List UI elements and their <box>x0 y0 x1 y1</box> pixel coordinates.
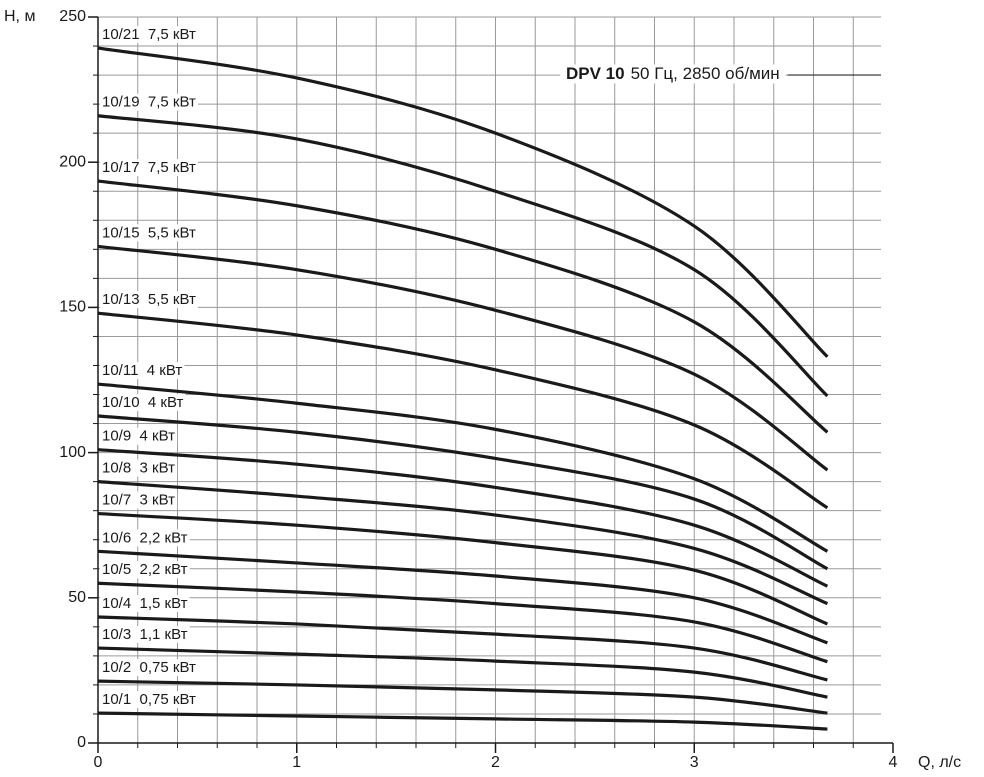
curve-label: 10/7 3 кВт <box>102 492 175 509</box>
label-background <box>100 291 198 309</box>
curve-label-group: 10/9 4 кВт <box>100 427 178 445</box>
pump-curve <box>97 615 828 682</box>
curve-label: 10/9 4 кВт <box>102 428 175 445</box>
label-background <box>100 626 190 644</box>
curve-label: 10/15 5,5 кВт <box>102 224 196 241</box>
label-background <box>100 393 186 411</box>
label-background <box>100 561 190 579</box>
label-background <box>100 362 185 380</box>
x-axis-label: Q, л/с <box>918 754 961 771</box>
pump-curve <box>97 244 829 472</box>
curve-label-group: 10/1 0,75 кВт <box>100 691 198 709</box>
pump-curve <box>97 581 828 664</box>
curve-label-group: 10/5 2,2 кВт <box>100 561 190 579</box>
label-background <box>100 691 198 709</box>
curve-label: 10/3 1,1 кВт <box>102 626 188 643</box>
x-tick-label: 2 <box>491 754 500 771</box>
label-background <box>100 659 198 677</box>
curve-label: 10/11 4 кВт <box>102 362 182 379</box>
curve-label-group: 10/4 1,5 кВт <box>100 594 190 612</box>
curve-label-group: 10/21 7,5 кВт <box>100 26 198 44</box>
x-tick-label: 0 <box>94 754 103 771</box>
curve-label: 10/5 2,2 кВт <box>102 561 188 578</box>
label-background <box>100 529 190 547</box>
label-background <box>100 427 178 445</box>
curve-label-group: 10/19 7,5 кВт <box>100 93 198 111</box>
x-tick-label: 1 <box>292 754 301 771</box>
y-axis-label: H, м <box>4 8 35 25</box>
label-background <box>100 159 198 177</box>
curve-label-group: 10/7 3 кВт <box>100 491 178 509</box>
label-background <box>100 93 198 111</box>
x-tick-label: 4 <box>889 754 898 771</box>
x-tick-label: 3 <box>690 754 699 771</box>
curve-label-group: 10/13 5,5 кВт <box>100 291 198 309</box>
annotation-bold: DPV 10 <box>566 64 625 83</box>
curve-label-group: 10/6 2,2 кВт <box>100 529 190 547</box>
curve-label: 10/1 0,75 кВт <box>102 691 196 708</box>
curve-label-group: 10/10 4 кВт <box>100 393 186 411</box>
annotation-background <box>560 64 786 84</box>
curve-label: 10/19 7,5 кВт <box>102 94 196 111</box>
label-background <box>100 594 190 612</box>
curve-label-group: 10/2 0,75 кВт <box>100 659 198 677</box>
curve-label: 10/2 0,75 кВт <box>102 659 196 676</box>
curve-label: 10/8 3 кВт <box>102 460 175 477</box>
label-background <box>100 491 178 509</box>
curve-label: 10/6 2,2 кВт <box>102 529 188 546</box>
pump-curve <box>97 382 829 553</box>
curve-label: 10/10 4 кВт <box>102 394 183 411</box>
pump-curve <box>97 414 829 571</box>
pump-curve <box>97 114 829 398</box>
curve-label-group: 10/3 1,1 кВт <box>100 626 190 644</box>
annotation-text: 50 Гц, 2850 об/мин <box>631 64 780 83</box>
curve-label: 10/4 1,5 кВт <box>102 595 188 612</box>
curve-label: 10/17 7,5 кВт <box>102 159 196 176</box>
y-tick-label: 250 <box>59 8 86 25</box>
curve-label-group: 10/15 5,5 кВт <box>100 224 198 242</box>
curve-label-group: 10/11 4 кВт <box>100 362 185 380</box>
y-tick-label: 150 <box>59 299 86 316</box>
pump-curve <box>97 311 829 510</box>
pump-curve <box>97 448 829 588</box>
annotation: DPV 10 50 Гц, 2850 об/мин <box>566 64 780 83</box>
curve-label: 10/21 7,5 кВт <box>102 26 196 43</box>
label-background <box>100 224 198 242</box>
pump-curve <box>97 711 828 731</box>
label-background <box>100 26 198 44</box>
curve-label: 10/13 5,5 кВт <box>102 291 196 308</box>
y-tick-label: 200 <box>59 153 86 170</box>
pump-curve <box>97 480 829 606</box>
annotation-group: DPV 10 50 Гц, 2850 об/мин <box>560 64 881 84</box>
pump-curve <box>97 511 829 626</box>
y-tick-label: 0 <box>77 734 86 751</box>
pump-curve <box>97 549 828 645</box>
pump-curve <box>97 679 828 715</box>
curve-label-group: 10/8 3 кВт <box>100 459 178 477</box>
y-tick-label: 100 <box>59 444 86 461</box>
curve-label-group: 10/17 7,5 кВт <box>100 159 198 177</box>
y-tick-label: 50 <box>68 589 86 606</box>
label-background <box>100 459 178 477</box>
pump-curve <box>97 46 829 358</box>
pump-curve <box>97 646 828 699</box>
pump-curve <box>97 179 829 434</box>
